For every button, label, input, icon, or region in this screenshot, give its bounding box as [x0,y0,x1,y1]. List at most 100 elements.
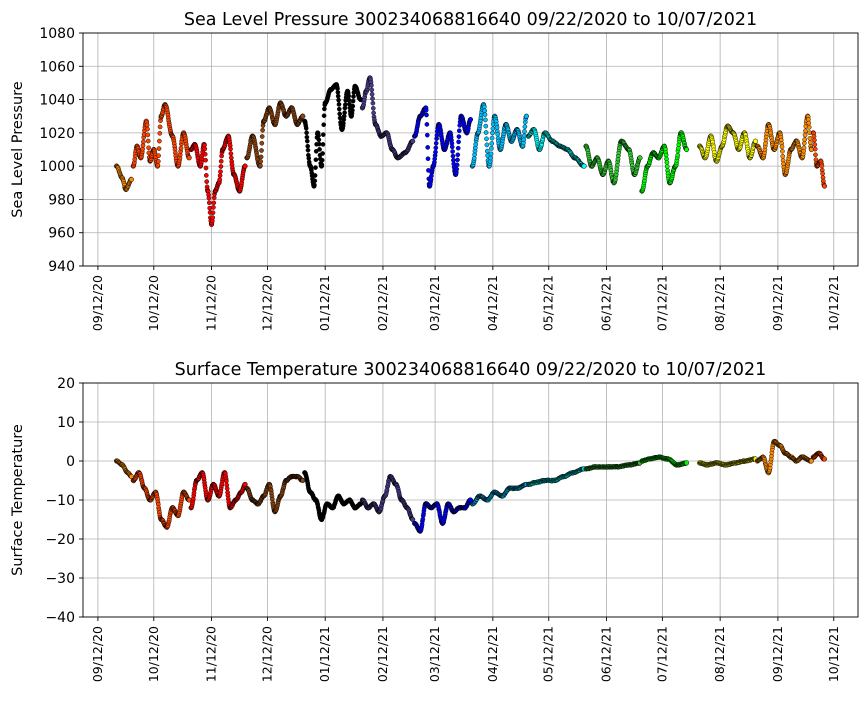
pressure-point [351,94,356,99]
pressure-ytick-label: 940 [48,259,75,275]
pressure-xtick-label: 02/12/21 [375,275,390,331]
pressure-series-5 [359,75,416,161]
pressure-xtick-label: 11/12/20 [204,275,219,331]
pressure-xtick-label: 10/12/21 [826,275,841,331]
pressure-point [156,153,161,159]
pressure-point [802,132,808,138]
pressure-point [410,138,416,144]
pressure-point [523,113,529,119]
pressure-point [820,171,825,176]
pressure-point [490,126,496,131]
pressure-point [202,146,208,152]
temperature-series-12 [754,438,814,476]
pressure-point [807,140,813,145]
pressure-series-3 [244,100,306,169]
pressure-ytick-label: 1000 [39,159,75,175]
pressure-point [218,164,224,169]
pressure-point [203,157,208,163]
pressure-point [369,87,375,93]
pressure-point [259,140,265,146]
pressure-series-7 [469,102,529,169]
pressure-point [217,173,223,178]
temperature-xtick-label: 04/12/21 [485,626,500,682]
pressure-point [157,130,163,136]
pressure-xtick-label: 12/12/20 [259,275,274,331]
pressure-point [495,131,501,137]
pressure-point [260,127,265,133]
pressure-point [664,164,670,169]
pressure-point [581,163,587,169]
pressure-y-axis-label: Sea Level Pressure [10,81,26,217]
pressure-point [157,124,163,130]
temperature-series-5 [359,474,416,523]
pressure-point [350,98,356,104]
pressure-point [178,145,184,151]
pressure-point [484,136,489,142]
pressure-point [806,124,812,130]
pressure-point [186,155,192,161]
pressure-point [317,147,322,152]
temperature-xtick-label: 02/12/21 [375,626,390,682]
pressure-ytick-label: 1040 [39,93,75,109]
pressure-point [455,157,460,163]
temperature-series-0 [113,458,134,480]
pressure-point [304,130,309,136]
temperature-xtick-label: 07/12/21 [654,626,669,682]
pressure-point [312,182,317,188]
pressure-point [156,146,162,151]
pressure-series-13 [810,130,828,189]
pressure-point [128,176,134,183]
pressure-point [335,89,341,95]
pressure-point [450,149,455,154]
pressure-ytick-label: 1020 [39,126,75,142]
pressure-point [211,200,217,206]
temperature-point [821,456,828,462]
pressure-chart: 940 960 980 1000 1020 1040 1060 1080 09/12/20 10/… [10,10,859,331]
pressure-point [320,132,326,137]
pressure-point [802,137,808,142]
pressure-point [424,112,429,118]
pressure-point [752,138,759,144]
pressure-series-1 [130,102,192,169]
pressure-point [316,137,322,143]
pressure-point [433,140,439,146]
pressure-point [663,152,669,158]
pressure-point [369,91,375,97]
pressure-point [313,165,318,170]
pressure-point [145,138,151,144]
pressure-series-12 [754,113,814,178]
pressure-point [144,122,150,128]
pressure-point [342,102,348,108]
pressure-point [312,178,318,184]
pressure-ytick-label: 1080 [39,26,75,42]
pressure-series-8 [525,126,587,169]
pressure-point [454,162,460,168]
pressure-xtick-label: 09/12/21 [770,275,785,331]
temperature-series-11 [697,456,759,468]
pressure-point [488,155,493,161]
pressure-point [204,179,210,184]
pressure-point [304,138,310,144]
pressure-point [425,145,431,150]
temperature-xtick-label: 01/12/21 [317,626,332,682]
pressure-xtick-label: 07/12/21 [654,275,669,331]
temperature-series-13 [810,450,828,462]
pressure-point [228,146,233,152]
pressure-series-4 [302,82,364,189]
pressure-point [342,110,347,116]
pressure-point [455,145,461,151]
pressure-point [522,124,528,130]
pressure-point [812,142,818,147]
temperature-series-8 [525,466,587,487]
pressure-point [811,133,817,139]
pressure-point [202,151,208,157]
pressure-point [336,106,342,112]
pressure-point [780,148,785,154]
pressure-point [211,205,216,210]
temperature-ytick-label: −10 [45,493,75,509]
pressure-point [206,195,212,201]
pressure-point [370,105,376,111]
pressure-series-9 [583,138,643,186]
temperature-ytick-label: −30 [45,571,75,587]
